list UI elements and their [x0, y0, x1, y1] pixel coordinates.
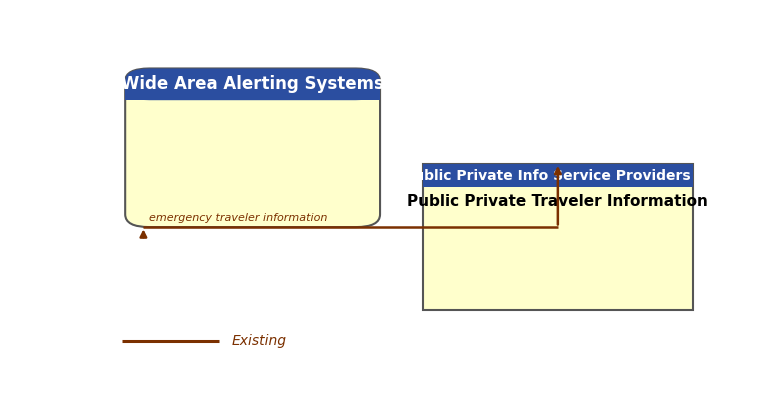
- Bar: [423, 164, 693, 187]
- Bar: [125, 84, 380, 100]
- Text: emergency traveler information: emergency traveler information: [150, 213, 328, 223]
- Text: Public Private Traveler Information: Public Private Traveler Information: [407, 194, 708, 209]
- FancyBboxPatch shape: [125, 68, 380, 100]
- Text: Public Private Info Service Providers ...: Public Private Info Service Providers ..…: [404, 169, 711, 183]
- Text: Existing: Existing: [232, 334, 287, 348]
- Bar: [423, 164, 693, 309]
- Text: Wide Area Alerting Systems: Wide Area Alerting Systems: [121, 75, 384, 94]
- FancyBboxPatch shape: [125, 68, 380, 227]
